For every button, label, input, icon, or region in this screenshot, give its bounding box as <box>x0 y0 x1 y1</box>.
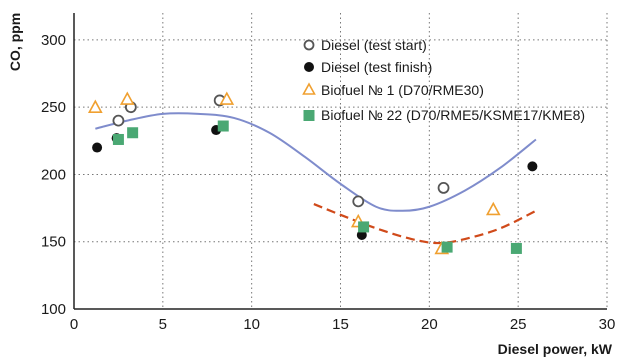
y-tick-label: 300 <box>41 32 66 49</box>
x-tick-labels: 0 5 10 15 20 25 30 <box>70 316 616 333</box>
data-point-filled-square <box>217 120 229 132</box>
y-tick-label: 100 <box>41 301 66 318</box>
data-point-filled-square <box>441 241 453 253</box>
trendline-solid <box>95 112 537 212</box>
data-point-filled-circle <box>92 142 103 153</box>
data-point-open-triangle <box>219 91 235 105</box>
data-point-filled-circle <box>356 230 367 240</box>
grid <box>74 13 608 309</box>
legend-marker-open-triangle <box>302 82 316 95</box>
legend-label: Biofuel № 1 (D70/RME30) <box>321 82 484 98</box>
legend-entry-0: Diesel (test start) <box>303 37 427 53</box>
legend-entry-2: Biofuel № 1 (D70/RME30) <box>302 82 484 98</box>
data-point-open-triangle <box>119 91 135 105</box>
x-tick-label: 5 <box>159 316 167 333</box>
legend-label: Diesel (test start) <box>321 37 427 53</box>
trendline-dashed <box>313 203 537 245</box>
legend-entry-1: Diesel (test finish) <box>304 59 432 75</box>
data-point-open-circle <box>352 195 365 208</box>
legend-entry-3: Biofuel № 22 (D70/RME5/KSME17/KME8) <box>303 107 585 123</box>
x-tick-label: 10 <box>243 316 260 333</box>
data-point-filled-circle <box>527 161 538 172</box>
legend-label: Diesel (test finish) <box>321 59 432 75</box>
y-tick-label: 250 <box>41 99 66 116</box>
data-point-filled-square <box>510 242 522 254</box>
legend-marker-open-circle <box>303 39 315 51</box>
data-point-open-triangle <box>87 99 103 113</box>
legend-marker-filled-circle <box>304 62 314 72</box>
x-tick-label: 0 <box>70 316 78 333</box>
legend-marker-filled-square <box>303 110 315 121</box>
trendlines <box>95 112 537 245</box>
x-axis-title: Diesel power, kW <box>498 341 613 357</box>
legend-label: Biofuel № 22 (D70/RME5/KSME17/KME8) <box>321 107 585 123</box>
x-tick-label: 25 <box>510 316 527 333</box>
x-tick-label: 30 <box>599 316 616 333</box>
data-point-filled-square <box>127 127 139 139</box>
data-markers <box>87 91 538 255</box>
data-point-filled-square <box>112 133 124 145</box>
y-tick-label: 200 <box>41 166 66 183</box>
data-point-open-circle <box>437 182 450 194</box>
data-point-filled-square <box>358 221 370 233</box>
y-tick-labels: 100 150 200 250 300 <box>41 32 66 318</box>
data-point-open-triangle <box>485 201 501 216</box>
data-point-open-circle <box>112 114 125 127</box>
x-tick-label: 20 <box>421 316 438 333</box>
y-tick-label: 150 <box>41 234 66 251</box>
legend: Diesel (test start) Diesel (test finish)… <box>302 37 585 123</box>
x-tick-label: 15 <box>332 316 349 333</box>
y-axis-title: CO, ppm <box>7 13 23 71</box>
